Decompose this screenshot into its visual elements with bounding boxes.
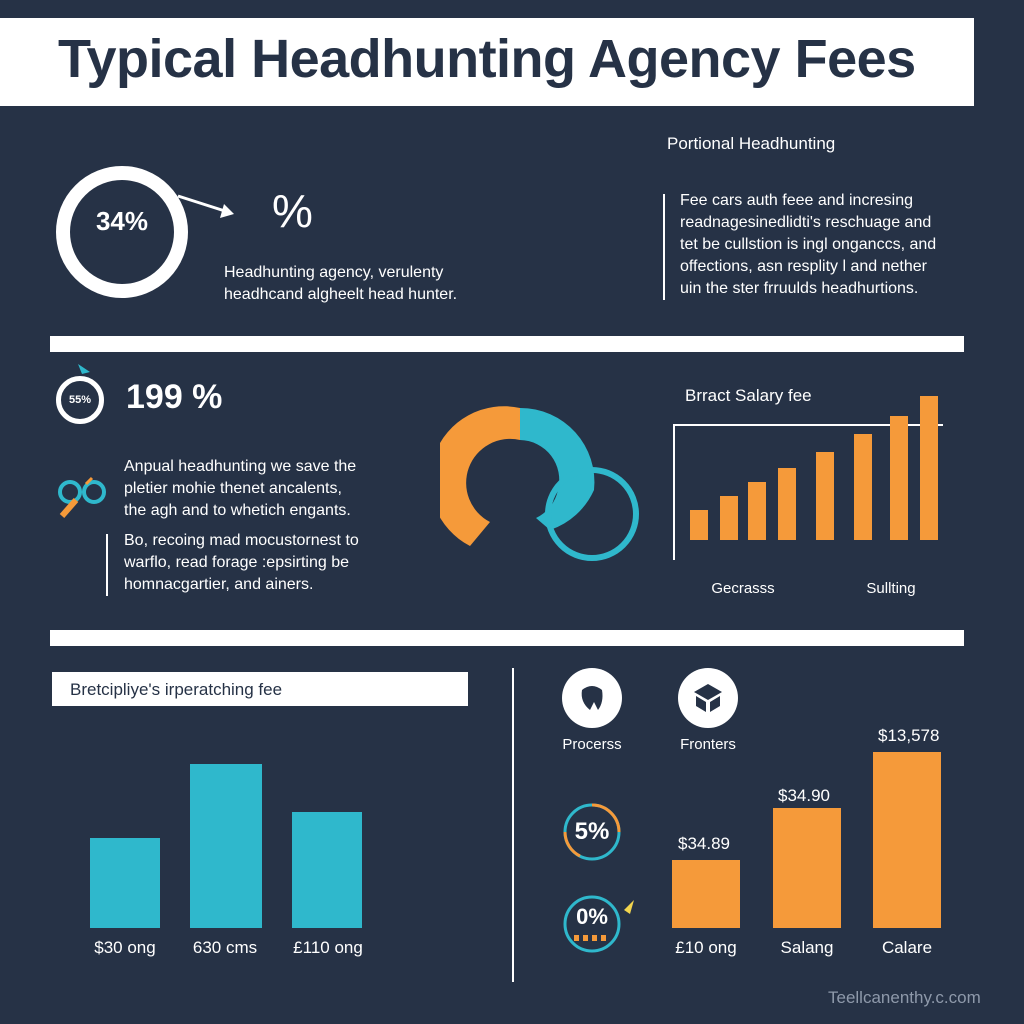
text-line: warflo, read forage :epsirting be [124,554,350,571]
text-line: the agh and to whetich engants. [124,502,351,519]
donut-segment-teal [520,407,595,490]
chart-bar [890,416,908,540]
value-bar-value: $34.89 [678,834,730,853]
fee-bar-label: 630 cms [192,938,258,957]
value-bar-value: $34.90 [778,786,830,805]
percent-value: 199 % [126,378,223,416]
fee-bar [292,812,362,928]
vertical-rule [663,194,665,300]
chart-bar [748,482,766,540]
chart-bar [854,434,872,540]
spark-icon [78,364,90,374]
tooth-icon [562,668,622,728]
top-right-text: Fee cars auth feee and incresing readnag… [680,190,980,300]
section-divider [50,630,964,646]
value-bar-label: Calare [881,938,933,957]
arrow-icon [177,194,234,218]
search-icon [58,476,106,518]
ring-label: 5% [574,818,610,845]
progress-ring-0 [563,895,634,953]
chart-bar [720,496,738,540]
subheading: Bretcipliye's irperatching fee [70,680,283,699]
chart-bar [816,452,834,540]
middle-text-b: Bo, recoing mad mocustornest to warflo, … [124,530,424,596]
text-line: headhcand algheelt head hunter. [224,286,458,303]
donut-segment-teal-lower [536,490,594,530]
ring-label: 0% [576,904,608,929]
donut-ring-outline [545,467,639,561]
vertical-rule [106,534,108,596]
value-bar [672,860,740,928]
right-heading: Portional Headhunting [667,134,836,153]
title-bar [0,18,974,106]
text-line: uin the ster frruulds headhurtions. [680,280,919,297]
text-line: readnagesinedlidti's reschuage and [680,214,932,231]
section-divider [50,336,964,352]
chart-top-rule [673,424,943,426]
chart-label: Sullting [866,580,916,597]
text-line: pletier mohie thenet ancalents, [124,480,342,497]
small-percent-ring: 55% [56,376,104,424]
chart-heading: Brract Salary fee [685,386,812,405]
page-title: Typical Headhunting Agency Fees [58,29,916,89]
text-line: Bo, recoing mad mocustornest to [124,532,359,549]
fee-bar [90,838,160,928]
value-bar-label: Salang [780,938,834,957]
chart-label: Gecrasss [711,580,775,597]
text-line: Anpual headhunting we save the [124,458,357,475]
value-bar [873,752,941,928]
top-left-text: Headhunting agency, verulenty headhcand … [224,262,524,306]
donut-graphic [440,406,639,561]
percent-ring-label: 34% [95,206,149,236]
fee-bar-label: $30 ong [94,938,156,957]
fee-bar [190,764,262,928]
vertical-divider [512,668,514,982]
icon-label: Fronters [680,736,736,753]
value-bar-label: £10 ong [675,938,737,957]
box-icon [678,668,738,728]
ascending-bar-chart [676,396,946,570]
middle-text-a: Anpual headhunting we save the pletier m… [124,456,424,522]
chart-bar [920,396,938,540]
value-bar [773,808,841,928]
subheading-box [52,672,468,706]
text-line: Fee cars auth feee and incresing [680,192,914,209]
text-line: offections, asn resplity l and nether [680,258,927,275]
footer-watermark: Teellcanenthy.c.com [828,988,981,1007]
text-line: homnacgartier, and ainers. [124,576,314,593]
chart-bar [778,468,796,540]
progress-ring-5 [563,803,621,861]
icon-label: Procerss [562,736,622,753]
big-percent-sign: % [272,185,313,237]
chart-axis [673,424,675,560]
donut-segment-orange [440,406,520,546]
text-line: tet be cullstion is ingl onganccs, and [680,236,937,253]
chart-bar [690,510,708,540]
fee-bar-label: £110 ong [293,938,363,957]
text-line: Headhunting agency, verulenty [224,264,444,281]
value-bar-value: $13,578 [878,726,940,745]
